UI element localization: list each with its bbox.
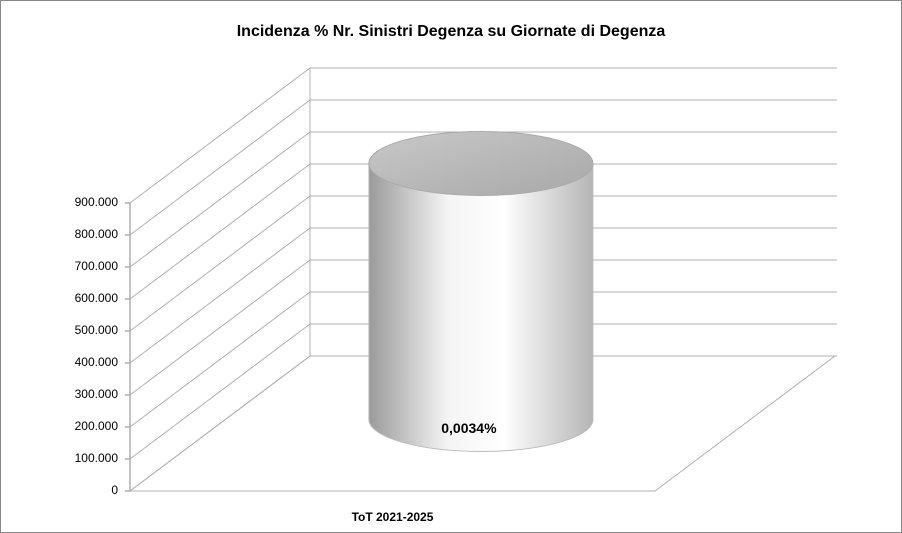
chart-title: Incidenza % Nr. Sinistri Degenza su Gior… xyxy=(237,23,666,40)
y-tick-label: 900.000 xyxy=(75,195,119,209)
y-tick-label: 100.000 xyxy=(75,451,119,465)
y-tick-label: 800.000 xyxy=(75,227,119,241)
grid-line xyxy=(129,291,837,428)
grid-line xyxy=(129,99,837,236)
value-label: 0,0034% xyxy=(441,420,497,436)
grid-line xyxy=(129,67,837,204)
y-tick-label: 0 xyxy=(111,483,118,497)
grid-line xyxy=(129,163,837,300)
grid-line xyxy=(129,323,837,460)
y-tick-label: 400.000 xyxy=(75,355,119,369)
y-tick-label: 600.000 xyxy=(75,291,119,305)
y-tick-label: 200.000 xyxy=(75,419,119,433)
grid-line xyxy=(129,227,837,364)
y-tick-label: 300.000 xyxy=(75,387,119,401)
cylinder-top xyxy=(368,130,594,196)
y-tick-label: 500.000 xyxy=(75,323,119,337)
grid-line xyxy=(129,355,837,492)
grid-line xyxy=(129,131,837,268)
grid-line xyxy=(129,195,837,332)
grid-line xyxy=(129,259,837,396)
y-tick-label: 700.000 xyxy=(75,259,119,273)
cylinder-body xyxy=(368,162,594,452)
x-tick-label: ToT 2021-2025 xyxy=(352,510,434,524)
